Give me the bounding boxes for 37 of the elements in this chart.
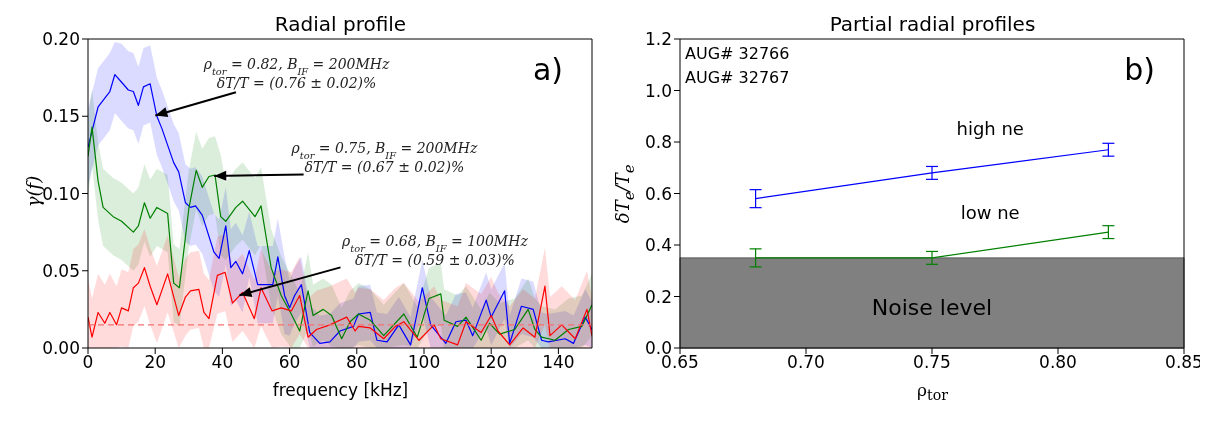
annotation: b) — [1124, 52, 1155, 87]
y-tick-label: 0.6 — [644, 183, 672, 204]
y-tick-label: 1.0 — [644, 80, 672, 101]
x-tick-label: 60 — [278, 352, 301, 373]
band-label: Noise level — [871, 294, 993, 320]
x-tick-label: 0.75 — [913, 352, 951, 373]
line-series — [88, 126, 592, 341]
annotation: ρ$_{tor}$ = 0.82, B$_{IF}$ = 200MHz δT/T = (0.76 ± 0.02)% — [202, 56, 391, 91]
x-tick-label: 0.70 — [787, 352, 825, 373]
y-tick-label: 0.2 — [644, 286, 672, 307]
x-axis-title: frequency [kHz] — [271, 380, 410, 400]
y-tick-label: 0.05 — [42, 260, 80, 281]
chart-title: Radial profile — [273, 12, 408, 36]
series-label: high ne — [956, 118, 1024, 140]
x-axis-title: ρ$_{tor}$ — [916, 380, 949, 404]
y-tick-label: 0.20 — [42, 29, 80, 50]
y-axis-title: γ(f) — [22, 174, 44, 210]
annotation: ρ$_{tor}$ = 0.68, B$_{IF}$ = 100MHz δT/T = (0.59 ± 0.03)% — [341, 232, 529, 268]
x-tick-label: 20 — [144, 352, 167, 373]
y-tick-label: 0.4 — [644, 235, 672, 256]
series-label: low ne — [960, 202, 1020, 223]
annotation: ρ$_{tor}$ = 0.75, B$_{IF}$ = 200MHz δT/T = (0.67 ± 0.02)% — [290, 139, 478, 175]
x-tick-label: 0 — [82, 352, 94, 373]
x-tick-label: 40 — [211, 352, 234, 373]
y-tick-label: 0.8 — [644, 132, 672, 153]
y-tick-label: 1.2 — [644, 29, 672, 50]
y-tick-label: 0.00 — [42, 338, 80, 359]
x-tick-label: 120 — [474, 352, 508, 373]
y-tick-label: 0.15 — [42, 106, 80, 127]
annotation: a) — [532, 52, 563, 87]
x-tick-label: 0.80 — [1039, 352, 1077, 373]
x-tick-label: 100 — [407, 352, 441, 373]
x-tick-label: 80 — [345, 352, 368, 373]
x-tick-label: 140 — [542, 352, 575, 373]
annotation: AUG# 32766 — [685, 44, 790, 63]
chart-title: Partial radial profiles — [828, 12, 1037, 36]
annotation: AUG# 32767 — [685, 68, 790, 87]
